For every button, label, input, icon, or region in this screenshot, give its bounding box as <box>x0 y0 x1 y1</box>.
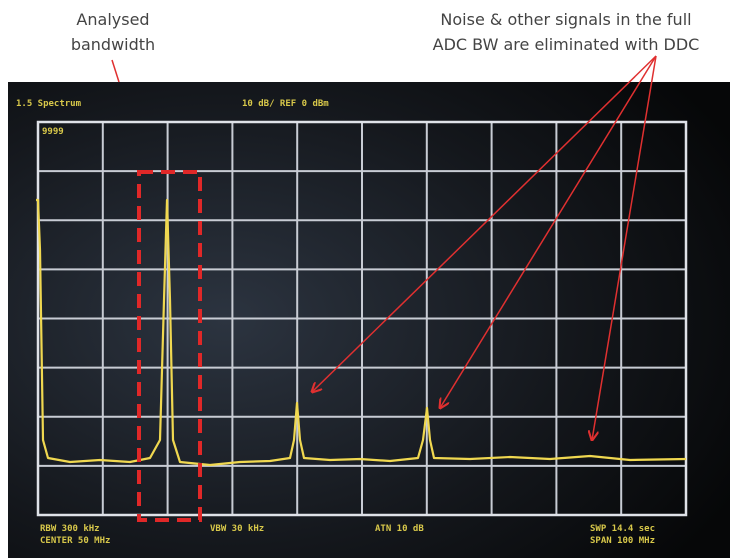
screen-text: 1.5 Spectrum <box>16 99 82 109</box>
screen-text: SPAN 100 MHz <box>590 536 655 546</box>
screen-text: ATN 10 dB <box>375 524 424 534</box>
bandwidth-box <box>137 170 202 522</box>
screen <box>8 82 730 558</box>
screen-text: RBW 300 kHz <box>40 524 100 534</box>
screen-text: SWP 14.4 sec <box>590 524 655 534</box>
noise-label: ADC BW are eliminated with DDC <box>433 35 700 54</box>
arrow <box>592 55 657 440</box>
pointer-line <box>111 59 120 83</box>
screen-text: VBW 30 kHz <box>210 524 264 534</box>
spectrum-trace <box>36 198 687 467</box>
grid-frame <box>36 120 688 517</box>
screen-text: 9999 <box>42 127 64 137</box>
arrow <box>440 55 657 408</box>
bandwidth-label: bandwidth <box>71 35 155 54</box>
grid <box>38 122 686 515</box>
arrow <box>312 55 657 392</box>
screen-text: 10 dB/ REF 0 dBm <box>242 99 329 109</box>
bandwidth-label: Analysed <box>76 10 149 29</box>
noise-label: Noise & other signals in the full <box>440 10 691 29</box>
screen-text: CENTER 50 MHz <box>40 536 110 546</box>
